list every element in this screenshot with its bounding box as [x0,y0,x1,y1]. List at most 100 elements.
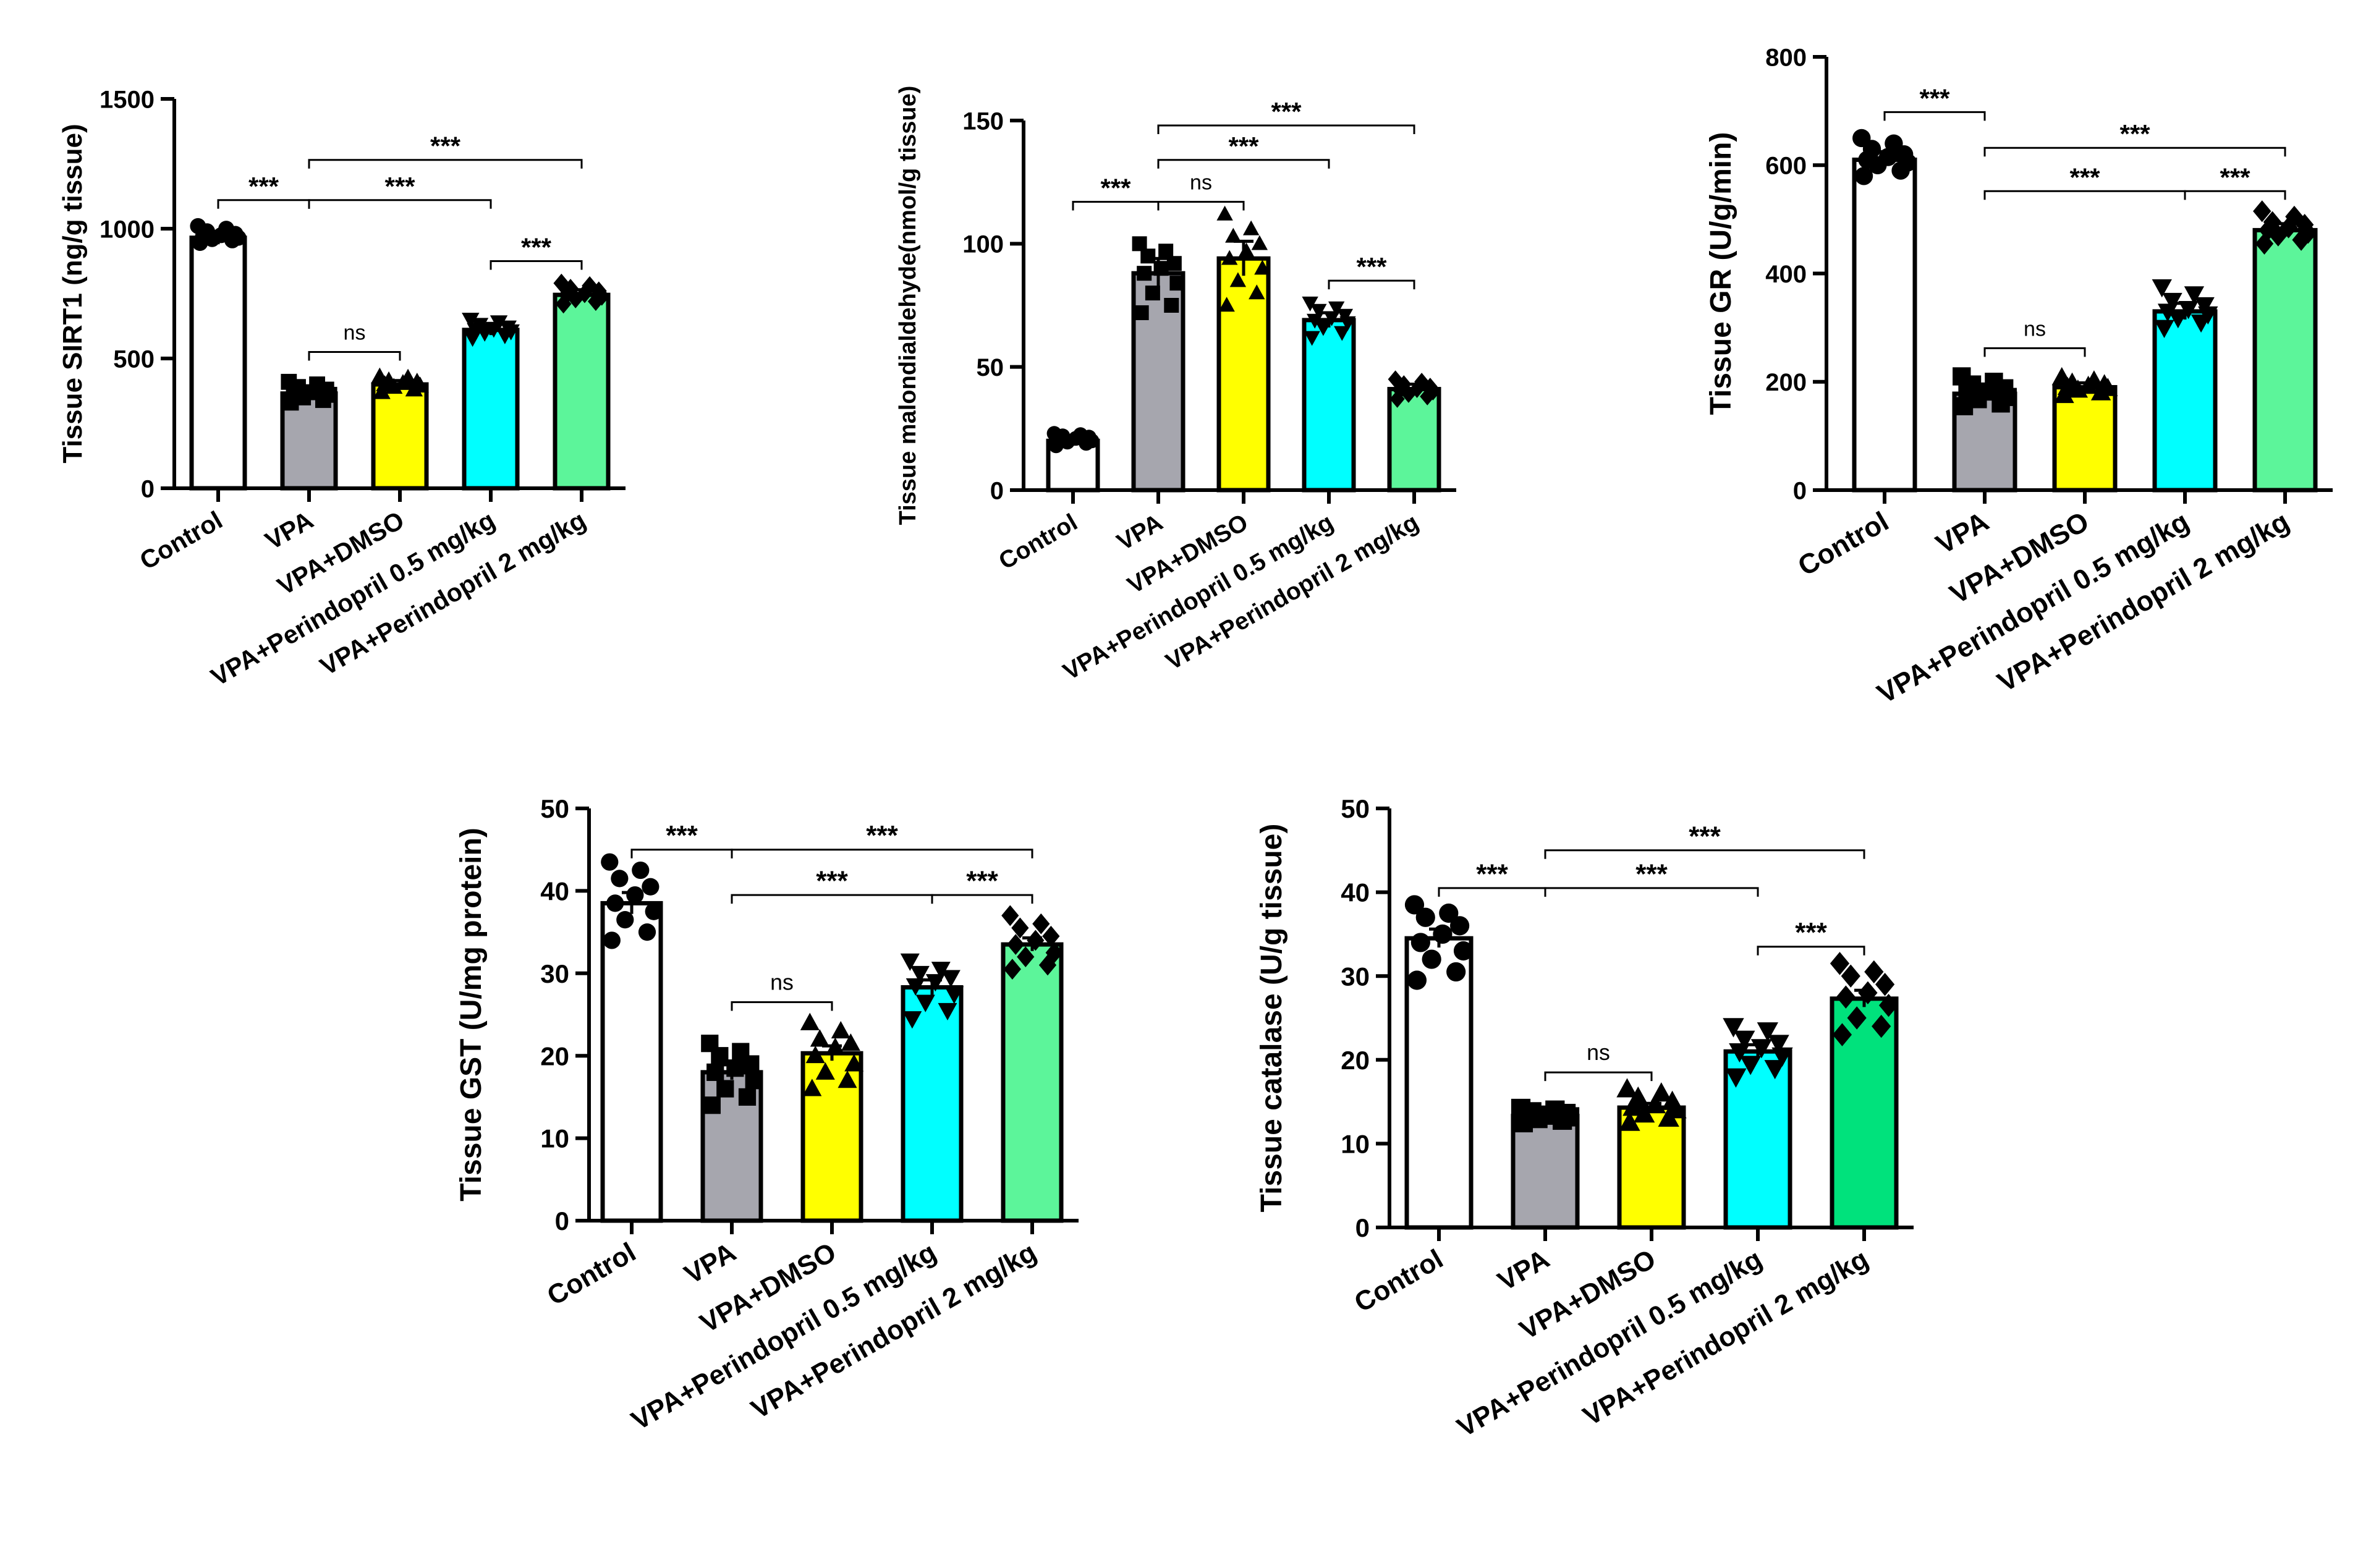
bar-1 [1852,157,1917,493]
data-point [626,886,644,904]
category-label: VPA [1930,505,1994,560]
data-point [1878,993,1899,1017]
y-tick-label: 10 [1341,1130,1370,1159]
data-point [838,1070,857,1088]
data-point [1011,917,1029,939]
significance-ns-label: ns [1190,171,1212,195]
significance-bracket [731,849,1033,858]
data-point [1249,284,1265,300]
significance-bracket [490,260,583,270]
y-tick-label: 150 [962,108,1004,135]
data-point [470,318,489,334]
category-label: Control [135,506,227,575]
data-point [1633,1103,1655,1123]
significance-stars-label: *** [2220,163,2250,192]
y-tick-label: 40 [540,877,569,906]
significance-bracket [931,894,1033,904]
data-point [1449,916,1470,936]
data-point [1734,1030,1755,1050]
data-point [1315,321,1332,336]
significance-bracket [1328,279,1415,290]
data-point [2279,216,2298,239]
y-tick-label: 400 [1765,261,1807,288]
data-point [371,367,389,384]
data-point [1404,895,1425,915]
y-axis-title: Tissue SIRT1 (ng/g tissue) [57,124,88,463]
significance-bracket [308,351,401,361]
y-tick-label: 200 [1765,369,1807,396]
data-point [1739,1056,1762,1075]
data-point [2184,286,2205,305]
data-point [218,221,234,237]
data-point [582,276,598,295]
data-point [601,853,619,871]
data-point [1158,244,1174,259]
data-point [1768,1035,1789,1054]
bar-5 [2252,227,2318,493]
data-point [1545,1100,1565,1120]
significance-bracket [308,199,492,209]
category-label: Control [1792,505,1894,582]
significance-stars-label: *** [521,233,552,262]
data-point [190,218,206,234]
significance-bracket [731,1001,833,1011]
significance-stars-label: *** [1271,97,1302,126]
data-point [726,1059,744,1077]
data-point [938,1002,957,1021]
chart-panel-5: 0 10 20 30 40 50 Tissue catalase (U/g tissue) C… [1255,794,1914,1443]
data-point [603,931,621,949]
data-point [1407,970,1427,990]
significance-bracket [1157,124,1415,134]
data-point [831,1020,850,1039]
y-tick-label: 1000 [100,216,155,243]
data-point [1137,266,1152,281]
data-point [1218,297,1235,312]
data-point [1336,308,1354,324]
significance-stars-label: *** [1476,859,1508,889]
data-point [2285,205,2304,228]
significance-stars-label: *** [666,821,698,851]
data-point [1852,129,1871,148]
significance-ns-label: ns [344,321,366,345]
data-point [606,894,624,912]
bar-3 [2052,385,2118,493]
y-tick-label: 500 [113,345,155,373]
data-point [499,320,517,337]
chart-panel-3: 0 200 400 600 800 Tissue GR (U/g/min) Control V… [1705,44,2333,710]
data-point [645,902,663,920]
data-point [1511,1098,1531,1119]
data-point [1001,905,1019,926]
data-point [800,1012,820,1030]
bar-4 [462,328,520,491]
significance-bracket [1983,146,2286,157]
data-point [810,1029,829,1047]
data-point [1650,1082,1672,1102]
bar-4 [2152,309,2218,493]
data-point [616,910,634,929]
significance-stars-label: *** [1100,174,1131,203]
significance-stars-label: *** [1919,83,1950,112]
category-label: VPA [1113,509,1167,556]
significance-stars-label: *** [2119,119,2150,148]
data-point [462,313,480,329]
data-point [802,1079,822,1096]
data-point [1310,303,1327,319]
y-tick-label: 50 [540,794,569,823]
data-point [1225,227,1242,243]
y-axis-title: Tissue GST (U/mg protein) [455,828,488,1201]
significance-stars-label: *** [1228,132,1259,161]
data-point [1832,1023,1852,1046]
data-point [2194,297,2215,316]
category-label: Control [542,1237,641,1312]
significance-bracket [1544,1071,1653,1082]
data-point [2062,372,2082,391]
significance-bracket [1157,201,1245,211]
chart-panel-1: 0 500 1000 1500 Tissue SIRT1 (ng/g tissue) Co… [57,86,626,692]
y-tick-label: 20 [540,1041,569,1070]
y-tick-label: 40 [1341,878,1370,907]
significance-ns-label: ns [1587,1040,1610,1065]
significance-bracket [1438,887,1546,897]
data-point [815,1062,835,1080]
data-point [900,953,920,972]
